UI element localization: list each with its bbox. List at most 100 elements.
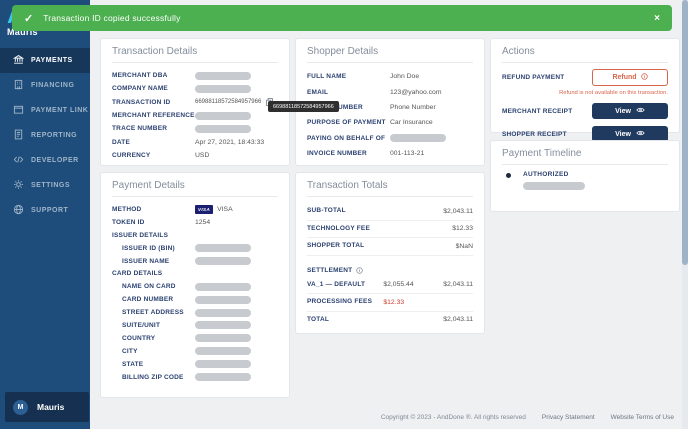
- shopper-receipt-view-button[interactable]: View: [592, 126, 668, 142]
- sidebar-item-payments[interactable]: PAYMENTS: [0, 48, 90, 73]
- transaction-id-tooltip: 66988118572584957966: [268, 101, 339, 112]
- globe-icon: [13, 204, 24, 217]
- refund-unavailable-note: Refund is not available on this transact…: [559, 90, 668, 96]
- detail-row: ISSUER ID (BIN): [112, 242, 278, 255]
- window-link-icon: [13, 104, 24, 117]
- section-label: CARD DETAILS: [112, 270, 163, 278]
- redacted-value: [195, 308, 251, 317]
- field-label: PROCESSING FEES: [307, 298, 373, 306]
- toast-message: Transaction ID copied successfully: [43, 13, 181, 23]
- redacted-value: [195, 282, 251, 291]
- action-row: SHOPPER RECEIPT View: [502, 126, 668, 142]
- field-label: TOTAL: [307, 315, 330, 323]
- detail-row: EMAIL 123@yahoo.com: [307, 84, 473, 99]
- card-title: Transaction Details: [112, 46, 278, 63]
- field-value: 123@yahoo.com: [390, 88, 442, 96]
- info-circle-icon[interactable]: [356, 266, 364, 274]
- settlement-row: TOTAL $2,043.11: [307, 312, 473, 329]
- info-circle-icon: [640, 73, 648, 82]
- footer: Copyright © 2023 - AndDone ®. All rights…: [381, 414, 674, 421]
- check-icon: ✓: [24, 12, 34, 25]
- field-label: ISSUER NAME: [122, 257, 170, 265]
- detail-row: TOKEN ID 1254: [112, 216, 278, 229]
- detail-row: NAME ON CARD: [112, 280, 278, 293]
- sidebar-item-label: PAYMENT LINK: [31, 107, 89, 114]
- action-row: MERCHANT RECEIPT View: [502, 103, 668, 119]
- org-name: Mauris: [7, 27, 38, 37]
- field-label: COMPANY NAME: [112, 85, 168, 93]
- refund-button-label: Refund: [612, 74, 637, 81]
- field-value: Car Insurance: [390, 119, 433, 127]
- terms-of-use-link[interactable]: Website Terms of Use: [610, 414, 674, 421]
- timeline-event: AUTHORIZED: [502, 171, 668, 190]
- scrollbar-thumb[interactable]: [682, 0, 688, 265]
- field-label: CURRENCY: [112, 151, 151, 159]
- field-value: Apr 27, 2021, 18:43:33: [195, 138, 265, 146]
- detail-row: METHOD VISA VISA: [112, 203, 278, 216]
- visa-card-icon: VISA: [195, 204, 214, 214]
- field-label: NAME ON CARD: [122, 283, 176, 291]
- eye-icon: [636, 107, 645, 115]
- detail-row: MERCHANT REFERENCE: [112, 109, 278, 122]
- privacy-statement-link[interactable]: Privacy Statement: [541, 414, 595, 421]
- section-header: CARD DETAILS: [112, 267, 278, 280]
- redacted-value: [523, 182, 585, 190]
- detail-row: CITY: [112, 345, 278, 358]
- sidebar-item-label: PAYMENTS: [31, 57, 73, 64]
- redacted-value: [195, 244, 251, 253]
- field-label: ISSUER ID (BIN): [122, 244, 175, 252]
- field-label: EMAIL: [307, 88, 329, 96]
- user-menu[interactable]: M Mauris: [5, 392, 89, 422]
- field-label: COUNTRY: [122, 334, 156, 342]
- close-icon[interactable]: ×: [654, 12, 660, 24]
- sidebar-item-settings[interactable]: SETTINGS: [0, 173, 90, 198]
- card-title: Transaction Totals: [307, 180, 473, 197]
- total-row: TECHNOLOGY FEE $12.33: [307, 221, 473, 238]
- sidebar-item-developer[interactable]: DEVELOPER: [0, 148, 90, 173]
- sidebar-menu: PAYMENTS FINANCING PAYMENT LINK REPORTIN…: [0, 48, 90, 223]
- detail-row: TRACE NUMBER: [112, 122, 278, 135]
- redacted-value: [390, 134, 446, 143]
- merchant-receipt-view-button[interactable]: View: [592, 103, 668, 119]
- amount-value: $2,043.11: [443, 281, 473, 289]
- redacted-value: [195, 347, 251, 356]
- sidebar-item-label: SUPPORT: [31, 207, 69, 214]
- refund-button[interactable]: Refund: [592, 69, 668, 86]
- report-icon: [13, 129, 24, 142]
- redacted-value: [195, 360, 251, 369]
- building-icon: [13, 79, 24, 92]
- field-value: John Doe: [390, 73, 420, 81]
- field-label: DATE: [112, 138, 131, 146]
- action-row: REFUND PAYMENT Refund: [502, 69, 668, 86]
- field-label: TRACE NUMBER: [112, 125, 168, 133]
- field-label: MERCHANT RECEIPT: [502, 107, 573, 115]
- redacted-value: [195, 295, 251, 304]
- detail-row: SUITE/UNIT: [112, 319, 278, 332]
- field-label: PAYING ON BEHALF OF: [307, 134, 386, 142]
- section-header: ISSUER DETAILS: [112, 229, 278, 242]
- detail-row: STATE: [112, 358, 278, 371]
- scrollbar-track: [682, 0, 688, 429]
- field-label: BILLING ZIP CODE: [122, 373, 184, 381]
- transaction-details-card: Transaction Details MERCHANT DBA COMPANY…: [100, 38, 339, 166]
- sidebar-item-label: FINANCING: [31, 82, 75, 89]
- sidebar-item-reporting[interactable]: REPORTING: [0, 123, 90, 148]
- shopper-details-card: Shopper Details FULL NAME John Doe EMAIL 1…: [295, 38, 485, 166]
- total-row: SUB-TOTAL $2,043.11: [307, 203, 473, 221]
- detail-row: TRANSACTION ID 66988118572584957966: [112, 96, 278, 109]
- field-label: SUITE/UNIT: [122, 321, 161, 329]
- sidebar-item-label: REPORTING: [31, 132, 78, 139]
- toast-notification: ✓ Transaction ID copied successfully ×: [12, 5, 672, 31]
- code-icon: [13, 154, 24, 167]
- redacted-value: [195, 111, 251, 120]
- sidebar-item-financing[interactable]: FINANCING: [0, 73, 90, 98]
- settlement-row: VA_1 — DEFAULT $2,055.44 $2,043.11: [307, 277, 473, 294]
- timeline-dot-icon: [506, 173, 511, 178]
- redacted-value: [195, 334, 251, 343]
- field-label: STATE: [122, 360, 144, 368]
- amount-value: $2,043.11: [443, 207, 473, 215]
- detail-row: CARD NUMBER: [112, 293, 278, 306]
- sidebar-item-support[interactable]: SUPPORT: [0, 198, 90, 223]
- sidebar-item-payment-link[interactable]: PAYMENT LINK: [0, 98, 90, 123]
- field-label: REFUND PAYMENT: [502, 74, 565, 81]
